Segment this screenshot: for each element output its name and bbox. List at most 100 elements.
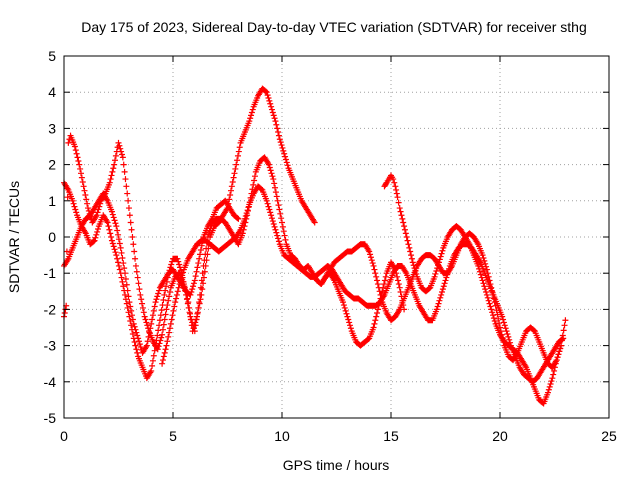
data-point bbox=[136, 286, 143, 293]
data-point bbox=[173, 291, 180, 298]
data-point bbox=[73, 209, 80, 216]
data-point bbox=[440, 283, 447, 290]
data-point bbox=[131, 323, 138, 330]
data-point bbox=[232, 165, 239, 172]
data-point bbox=[108, 237, 115, 244]
data-point bbox=[145, 325, 152, 332]
data-point bbox=[168, 316, 175, 323]
data-point bbox=[70, 200, 77, 207]
data-point bbox=[202, 251, 209, 258]
data-point bbox=[125, 205, 132, 212]
x-tick-labels: 0 5 10 15 20 25 bbox=[60, 428, 617, 444]
data-point bbox=[151, 303, 158, 310]
data-point bbox=[115, 231, 122, 238]
data-point bbox=[152, 342, 159, 349]
data-point bbox=[371, 266, 378, 273]
data-point bbox=[157, 312, 164, 319]
data-point bbox=[268, 106, 275, 113]
data-point bbox=[188, 316, 195, 323]
data-point bbox=[160, 353, 167, 360]
data-point bbox=[107, 230, 114, 237]
x-tick-label: 20 bbox=[492, 428, 508, 444]
data-point bbox=[158, 307, 165, 314]
series-3 bbox=[61, 154, 408, 382]
data-point bbox=[372, 270, 379, 277]
data-point bbox=[368, 257, 375, 264]
data-point bbox=[189, 286, 196, 293]
data-point bbox=[72, 147, 79, 154]
data-point bbox=[165, 297, 172, 304]
data-point bbox=[204, 234, 211, 240]
data-point bbox=[248, 112, 255, 119]
data-point bbox=[107, 176, 114, 183]
data-point bbox=[478, 274, 485, 281]
data-point bbox=[548, 378, 555, 385]
data-point bbox=[382, 273, 389, 280]
data-point bbox=[486, 277, 493, 284]
data-point bbox=[74, 154, 81, 161]
data-point bbox=[263, 197, 270, 204]
data-point bbox=[154, 332, 161, 339]
data-point bbox=[106, 179, 113, 186]
data-point bbox=[433, 306, 440, 313]
data-point bbox=[199, 286, 206, 293]
data-point bbox=[499, 313, 506, 320]
data-point bbox=[265, 94, 272, 101]
data-point bbox=[180, 278, 187, 285]
data-point bbox=[78, 170, 85, 177]
data-point bbox=[377, 291, 384, 298]
data-point bbox=[234, 152, 241, 159]
data-point bbox=[435, 259, 442, 266]
data-point bbox=[412, 268, 419, 275]
data-point bbox=[376, 288, 383, 295]
data-point bbox=[183, 291, 190, 298]
data-point bbox=[374, 306, 381, 313]
axis-ticks bbox=[63, 55, 610, 419]
data-point bbox=[197, 291, 204, 298]
data-point bbox=[279, 223, 286, 230]
data-point bbox=[121, 265, 128, 272]
data-point bbox=[61, 310, 68, 317]
data-point bbox=[485, 273, 492, 280]
data-point bbox=[275, 235, 282, 242]
data-point bbox=[196, 299, 203, 306]
data-point bbox=[108, 234, 115, 240]
data-point bbox=[199, 270, 206, 277]
data-point bbox=[477, 271, 484, 278]
data-point bbox=[200, 262, 207, 269]
data-point bbox=[117, 244, 124, 251]
data-point bbox=[230, 174, 237, 181]
data-point bbox=[115, 259, 122, 266]
data-point bbox=[198, 277, 205, 284]
data-point bbox=[128, 226, 135, 233]
data-point bbox=[82, 192, 89, 199]
data-point bbox=[133, 329, 140, 336]
data-point bbox=[183, 296, 190, 303]
data-point bbox=[495, 315, 502, 322]
data-point bbox=[546, 383, 553, 390]
data-point bbox=[149, 316, 156, 323]
data-point bbox=[163, 278, 170, 285]
data-point bbox=[264, 200, 271, 207]
data-point bbox=[275, 129, 282, 136]
data-point bbox=[118, 151, 125, 158]
data-point bbox=[191, 277, 198, 284]
y-tick-label: -4 bbox=[44, 374, 57, 390]
data-point bbox=[120, 283, 127, 290]
data-point bbox=[132, 342, 139, 349]
data-point bbox=[179, 272, 186, 279]
data-point bbox=[139, 304, 146, 311]
data-point bbox=[268, 103, 275, 110]
data-point bbox=[200, 280, 207, 287]
data-point bbox=[205, 231, 212, 238]
data-point bbox=[148, 320, 155, 327]
data-point bbox=[166, 325, 173, 332]
data-point bbox=[268, 215, 275, 222]
data-point bbox=[78, 174, 85, 181]
data-point bbox=[143, 342, 150, 349]
data-point bbox=[123, 281, 130, 288]
data-point bbox=[279, 144, 286, 151]
data-point bbox=[272, 118, 279, 125]
data-point bbox=[483, 289, 490, 296]
data-point bbox=[435, 262, 442, 269]
